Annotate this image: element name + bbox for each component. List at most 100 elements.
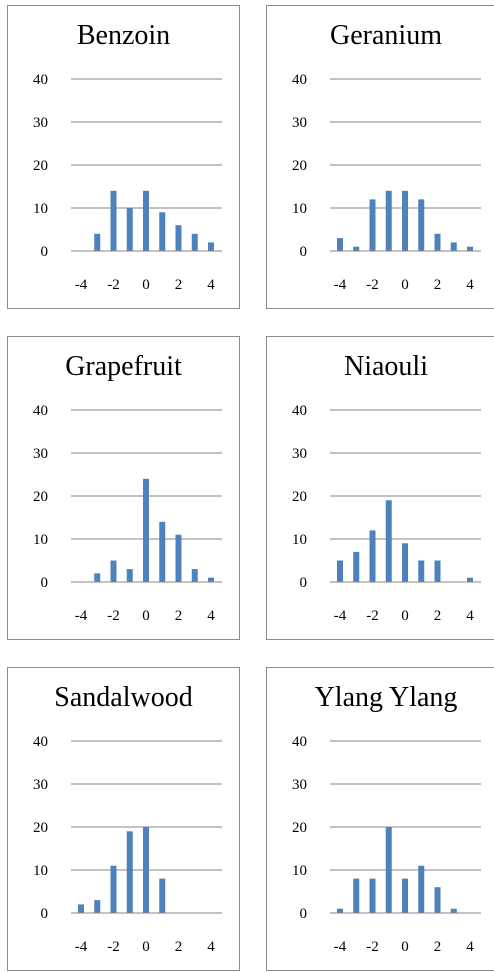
bar bbox=[369, 878, 376, 913]
y-tick-label: 20 bbox=[33, 489, 48, 505]
bar bbox=[418, 865, 425, 913]
chart-title: Geranium bbox=[330, 20, 442, 51]
chart-title: Ylang Ylang bbox=[314, 682, 458, 713]
x-tick-label: 4 bbox=[207, 277, 215, 293]
chart-panel-niaouli: Niaouli 0 10 20 30 40 -4 -2 0 2 4 bbox=[266, 336, 494, 640]
y-tick-label: 0 bbox=[41, 575, 49, 591]
bar bbox=[208, 242, 214, 251]
y-tick-label: 30 bbox=[292, 777, 307, 793]
y-tick-label: 0 bbox=[41, 906, 49, 922]
chart-title: Benzoin bbox=[76, 20, 171, 51]
bar bbox=[450, 242, 457, 251]
chart-plot: 0 10 20 30 40 -4 -2 0 2 4 bbox=[292, 72, 481, 293]
x-tick-label: 4 bbox=[466, 608, 474, 624]
chart-plot: 0 10 20 30 40 -4 -2 0 2 4 bbox=[292, 403, 481, 624]
chart-plot: 0 10 20 30 40 -4 -2 0 2 4 bbox=[33, 403, 222, 624]
bar bbox=[159, 212, 166, 251]
y-tick-label: 40 bbox=[33, 734, 48, 750]
bar bbox=[369, 199, 376, 251]
bar bbox=[434, 233, 441, 251]
y-tick-label: 40 bbox=[33, 72, 48, 88]
y-tick-label: 40 bbox=[292, 72, 307, 88]
bar bbox=[353, 878, 360, 913]
y-tick-label: 20 bbox=[292, 820, 307, 836]
bar bbox=[434, 887, 441, 913]
bar bbox=[467, 577, 473, 582]
y-tick-label: 30 bbox=[292, 446, 307, 462]
bar bbox=[191, 569, 198, 582]
y-tick-label: 30 bbox=[33, 446, 48, 462]
y-tick-label: 20 bbox=[292, 158, 307, 174]
x-tick-label: 0 bbox=[401, 608, 409, 624]
chart-title: Sandalwood bbox=[54, 682, 193, 713]
y-tick-label: 10 bbox=[33, 532, 48, 548]
y-tick-label: 30 bbox=[292, 115, 307, 131]
bar bbox=[94, 233, 101, 251]
chart-plot: 0 10 20 30 40 -4 -2 0 2 4 bbox=[33, 734, 222, 955]
x-tick-label: -4 bbox=[334, 277, 347, 293]
chart-title: Niaouli bbox=[344, 351, 428, 382]
y-tick-label: 20 bbox=[33, 158, 48, 174]
chart-panel-benzoin: Benzoin 0 10 20 30 40 -4 -2 0 2 4 bbox=[7, 5, 240, 309]
x-tick-label: 2 bbox=[175, 277, 183, 293]
x-tick-label: 4 bbox=[207, 608, 215, 624]
bar bbox=[353, 246, 360, 251]
bar bbox=[385, 500, 392, 582]
chart-plot: 0 10 20 30 40 -4 -2 0 2 4 bbox=[292, 734, 481, 955]
x-tick-label: -4 bbox=[334, 939, 347, 955]
chart-panel-ylang-ylang: Ylang Ylang 0 10 20 30 40 -4 -2 0 2 4 bbox=[266, 667, 494, 971]
y-tick-label: 10 bbox=[292, 201, 307, 217]
y-tick-label: 40 bbox=[33, 403, 48, 419]
bar bbox=[126, 569, 133, 582]
x-tick-label: 0 bbox=[142, 939, 150, 955]
bar bbox=[143, 190, 149, 251]
chart-panel-geranium: Geranium 0 10 20 30 40 -4 -2 0 2 4 bbox=[266, 5, 494, 309]
bar bbox=[385, 827, 392, 913]
chart-plot: 0 10 20 30 40 -4 -2 0 2 4 bbox=[33, 72, 222, 293]
bar bbox=[175, 225, 182, 251]
x-tick-label: -2 bbox=[107, 277, 120, 293]
y-tick-label: 10 bbox=[292, 532, 307, 548]
x-tick-label: 0 bbox=[401, 277, 409, 293]
chart-panel-sandalwood: Sandalwood 0 10 20 30 40 -4 -2 0 2 4 bbox=[7, 667, 240, 971]
bar bbox=[450, 908, 457, 913]
bar bbox=[159, 521, 166, 582]
bar bbox=[94, 900, 101, 913]
bar bbox=[110, 865, 117, 913]
x-tick-label: -4 bbox=[75, 277, 88, 293]
bar bbox=[126, 831, 133, 913]
y-tick-label: 10 bbox=[33, 863, 48, 879]
x-tick-label: -4 bbox=[75, 608, 88, 624]
chart-panel-grapefruit: Grapefruit 0 10 20 30 40 -4 -2 0 2 4 bbox=[7, 336, 240, 640]
y-tick-label: 0 bbox=[300, 244, 308, 260]
x-tick-label: 2 bbox=[175, 939, 183, 955]
bar bbox=[191, 233, 198, 251]
x-tick-label: -4 bbox=[334, 608, 347, 624]
y-tick-label: 30 bbox=[33, 115, 48, 131]
x-tick-label: 2 bbox=[434, 608, 442, 624]
x-tick-label: 2 bbox=[434, 277, 442, 293]
x-tick-label: -2 bbox=[366, 939, 379, 955]
bar bbox=[110, 190, 117, 251]
bar bbox=[402, 543, 408, 582]
bar bbox=[418, 199, 425, 251]
y-tick-label: 0 bbox=[300, 906, 308, 922]
x-tick-label: -2 bbox=[366, 277, 379, 293]
x-tick-label: 2 bbox=[175, 608, 183, 624]
bar bbox=[78, 904, 84, 913]
bar bbox=[337, 238, 343, 251]
y-tick-label: 10 bbox=[292, 863, 307, 879]
x-tick-label: -4 bbox=[75, 939, 88, 955]
y-tick-label: 0 bbox=[41, 244, 49, 260]
x-tick-label: 0 bbox=[142, 608, 150, 624]
y-tick-label: 40 bbox=[292, 734, 307, 750]
bar bbox=[337, 560, 343, 582]
bar bbox=[208, 577, 214, 582]
x-tick-label: 0 bbox=[142, 277, 150, 293]
x-tick-label: 4 bbox=[466, 939, 474, 955]
bar bbox=[337, 908, 343, 913]
x-tick-label: 4 bbox=[207, 939, 215, 955]
x-tick-label: -2 bbox=[366, 608, 379, 624]
bar bbox=[126, 208, 133, 251]
y-tick-label: 20 bbox=[33, 820, 48, 836]
